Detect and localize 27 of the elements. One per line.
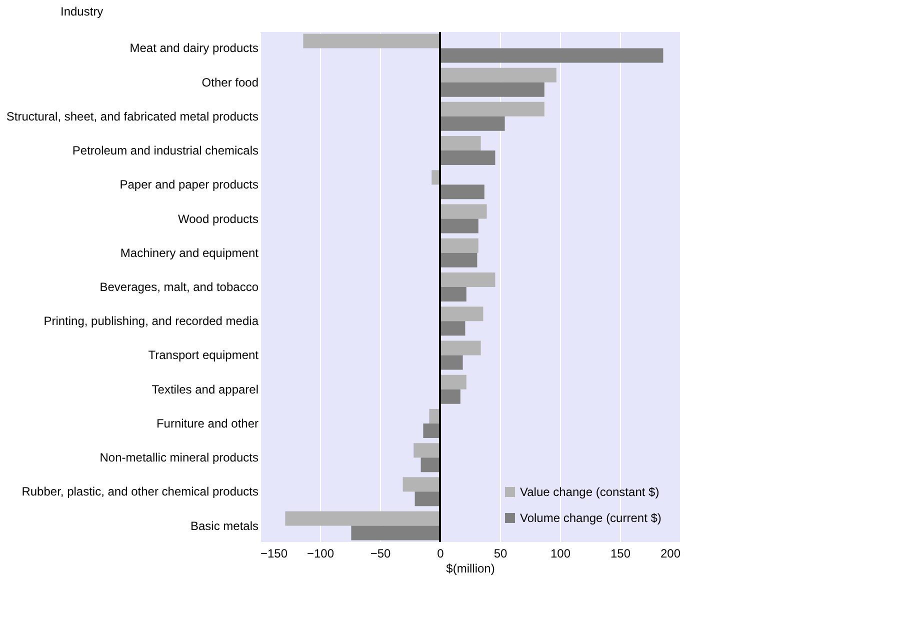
y-tick-label: Petroleum and industrial chemicals: [72, 144, 258, 158]
y-tick-label: Beverages, malt, and tobacco: [100, 280, 259, 294]
y-tick-label: Wood products: [178, 212, 258, 226]
legend-label: Volume change (current $): [520, 511, 662, 525]
y-tick-label: Other food: [202, 75, 258, 90]
x-tick-label: 200: [660, 546, 681, 560]
x-tick-label: 50: [494, 546, 508, 560]
y-tick-label: Paper and paper products: [120, 178, 258, 192]
x-tick-label: −100: [306, 546, 334, 560]
y-tick-label: Basic metals: [190, 518, 258, 533]
legend-label: Value change (constant $): [520, 485, 660, 499]
y-tick-label: Non-metallic mineral products: [100, 450, 258, 465]
y-tick-label: Transport equipment: [148, 348, 260, 362]
y-tick-label: Textiles and apparel: [152, 382, 258, 396]
x-tick-label: −150: [260, 546, 288, 560]
x-tick-label: 100: [550, 546, 571, 560]
y-tick-label: Printing, publishing, and recorded media: [44, 314, 259, 328]
y-axis-title: Industry: [60, 4, 104, 18]
y-tick-label: Machinery and equipment: [120, 246, 260, 260]
x-axis-title: $(million): [446, 562, 495, 576]
x-tick-label: −50: [370, 546, 391, 560]
x-tick-label: 0: [437, 546, 444, 560]
y-tick-label: Furniture and other: [156, 416, 258, 430]
y-tick-label: Rubber, plastic, and other chemical products: [22, 484, 258, 499]
y-tick-label: Structural, sheet, and fabricated metal products: [6, 109, 258, 124]
y-tick-label: Meat and dairy products: [130, 41, 258, 56]
x-tick-label: 150: [610, 546, 631, 560]
